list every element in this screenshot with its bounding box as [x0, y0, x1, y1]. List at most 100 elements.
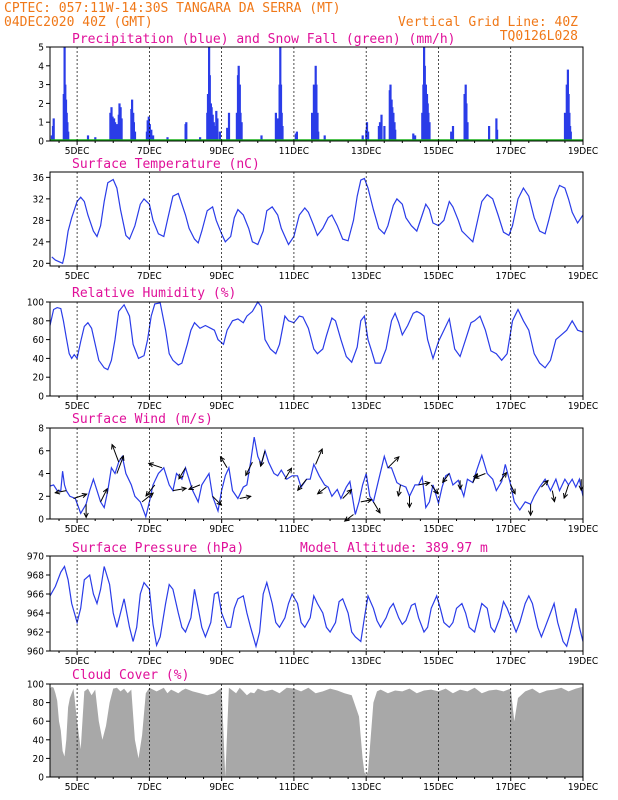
precip-bar — [86, 135, 90, 141]
wind-arrowhead — [119, 454, 125, 461]
x-tick-label: 15DEC — [423, 524, 453, 535]
y-tick-label: 32 — [33, 194, 44, 205]
precip-bar — [148, 124, 151, 141]
wind-arrow — [499, 472, 507, 482]
x-tick-label: 13DEC — [351, 271, 381, 282]
precip-bar — [120, 118, 123, 141]
wind-arrow — [418, 482, 430, 486]
y-tick-label: 966 — [27, 590, 44, 601]
x-tick-label: 9DEC — [209, 656, 234, 667]
x-tick-label: 5DEC — [65, 401, 90, 412]
precip-bar — [208, 75, 211, 141]
y-tick-label: 8 — [38, 424, 44, 435]
wind-arrowhead — [81, 492, 88, 498]
x-tick-label: 13DEC — [351, 146, 381, 157]
y-tick-label: 960 — [27, 647, 44, 658]
precip-bar — [383, 126, 386, 141]
y-tick-label: 0 — [38, 515, 44, 526]
wind-arrowhead — [245, 470, 251, 477]
wind-arrowhead — [366, 498, 373, 504]
x-tick-label: 11DEC — [279, 524, 309, 535]
y-tick-label: 4 — [38, 469, 44, 480]
wind-panel: Surface Wind (m/s) 0 2 4 6 8 5DEC 7DEC 9DEC 11DEC… — [38, 412, 598, 535]
x-tick-label: 5DEC — [65, 524, 90, 535]
rh-panel: Relative Humidity (%) 0 20 40 60 80 100 5DEC 7DE… — [27, 286, 598, 412]
x-tick-label: 11DEC — [279, 146, 309, 157]
precip-bar — [281, 126, 284, 141]
precip-bar — [52, 118, 55, 141]
model-code: TQ0126L028 — [500, 29, 578, 44]
precip-bar — [428, 122, 431, 141]
wind-arrow — [260, 450, 266, 467]
wind-arrowhead — [287, 467, 293, 474]
wind-arrow — [297, 478, 307, 491]
precip-bar — [451, 126, 455, 141]
temp-title: Surface Temperature (nC) — [72, 157, 260, 172]
wind-arrow — [315, 448, 323, 465]
precip-bar — [563, 112, 567, 141]
wind-arrowhead — [259, 461, 265, 468]
wind-arrow — [245, 461, 253, 476]
temp-line — [51, 177, 584, 265]
precip-bar — [67, 131, 70, 141]
precip-bar — [94, 137, 97, 141]
wind-arrowhead — [346, 488, 353, 495]
cloud-title: Cloud Cover (%) — [72, 668, 189, 683]
y-tick-label: 28 — [33, 216, 45, 227]
wind-arrowhead — [433, 488, 439, 495]
x-tick-label: 15DEC — [423, 146, 453, 157]
wind-arrowhead — [442, 477, 448, 484]
wind-arrowhead — [181, 486, 188, 492]
wind-arrowhead — [219, 455, 225, 462]
wind-arrow — [111, 444, 120, 463]
wind-arrowhead — [563, 493, 568, 500]
wind-arrowhead — [145, 490, 151, 497]
precip-panel: Precipitation (blue) and Snow Fall (gree… — [38, 32, 598, 157]
precip-bar — [133, 131, 137, 141]
precip-bar — [367, 131, 370, 141]
x-tick-label: 17DEC — [496, 782, 526, 793]
x-tick-label: 17DEC — [496, 271, 526, 282]
y-tick-label: 962 — [27, 628, 44, 639]
wind-arrowhead — [54, 489, 61, 495]
wind-arrowhead — [527, 510, 534, 517]
temp-panel: Surface Temperature (nC) 20 24 28 32 36 5DEC 7D… — [33, 157, 599, 282]
precip-bar — [215, 110, 218, 141]
y-tick-label: 3 — [38, 80, 44, 91]
precip-bar — [260, 135, 263, 141]
wind-arrow — [141, 492, 154, 503]
x-tick-label: 15DEC — [423, 656, 453, 667]
y-tick-label: 20 — [33, 754, 45, 765]
x-tick-label: 9DEC — [209, 271, 234, 282]
x-tick-label: 11DEC — [279, 271, 309, 282]
y-tick-label: 40 — [33, 354, 45, 365]
y-tick-label: 100 — [27, 680, 44, 691]
y-tick-label: 970 — [27, 552, 44, 563]
x-tick-label: 5DEC — [65, 782, 90, 793]
x-tick-label: 11DEC — [279, 401, 309, 412]
y-tick-label: 80 — [33, 698, 45, 709]
wind-arrowhead — [245, 494, 252, 500]
wind-arrow — [73, 493, 87, 499]
x-tick-label: 11DEC — [279, 782, 309, 793]
pressure-line — [49, 565, 584, 649]
cloud-frame — [49, 683, 584, 778]
wind-arrow — [474, 473, 486, 479]
cloud-cover-area — [50, 686, 583, 777]
wind-title: Surface Wind (m/s) — [72, 412, 213, 427]
y-tick-label: 60 — [33, 717, 45, 728]
x-tick-label: 19DEC — [568, 401, 598, 412]
x-tick-label: 13DEC — [351, 524, 381, 535]
wind-arrowhead — [178, 473, 184, 480]
x-tick-label: 11DEC — [279, 656, 309, 667]
precip-bar — [226, 127, 229, 141]
wind-arrow — [284, 467, 292, 480]
wind-arrow — [387, 456, 400, 469]
precip-bar — [199, 137, 202, 141]
x-tick-label: 17DEC — [496, 146, 526, 157]
x-tick-label: 7DEC — [137, 146, 162, 157]
x-tick-label: 17DEC — [496, 401, 526, 412]
wind-arrow — [344, 514, 354, 522]
precip-bar — [111, 116, 114, 141]
